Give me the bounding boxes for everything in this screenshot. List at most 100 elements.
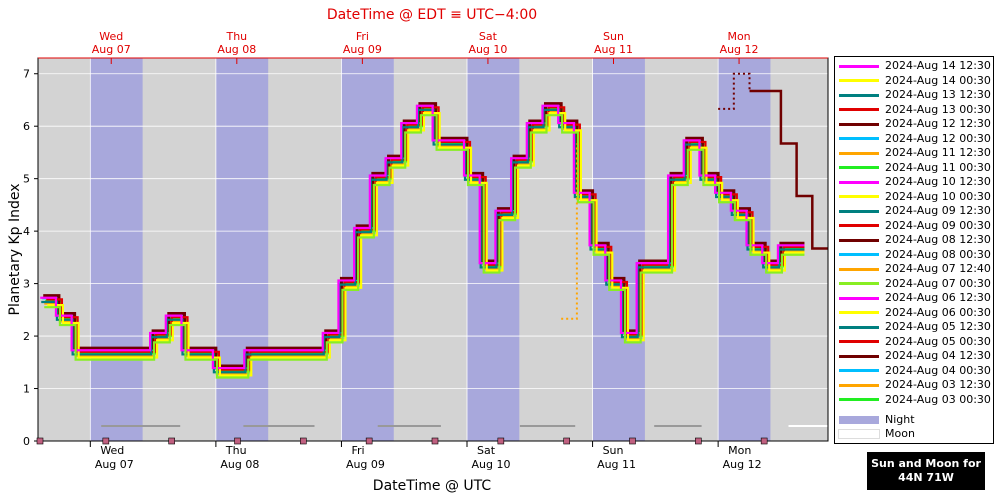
- legend-entry: 2024-Aug 09 00:30: [839, 219, 991, 233]
- legend-entry: 2024-Aug 12 12:30: [839, 117, 991, 131]
- y-tick-label: 0: [23, 435, 30, 448]
- top-day-name: Fri: [356, 30, 369, 43]
- bottom-marker: [365, 437, 373, 445]
- bottom-marker: [497, 437, 505, 445]
- legend-swatch: [839, 122, 879, 126]
- y-axis-title: Planetary Kp Index: [7, 183, 23, 315]
- legend-swatch: [839, 340, 879, 343]
- legend-entry: 2024-Aug 11 00:30: [839, 161, 991, 175]
- legend-swatch: [839, 195, 879, 198]
- legend-swatch: [839, 137, 879, 140]
- legend-swatch: [839, 416, 879, 424]
- legend-entry: 2024-Aug 13 00:30: [839, 103, 991, 117]
- legend-swatch: [839, 166, 879, 169]
- legend-label: 2024-Aug 07 00:30: [885, 276, 991, 290]
- bottom-marker: [629, 437, 636, 445]
- kp-series-line: [40, 104, 805, 370]
- legend-entry: 2024-Aug 05 12:30: [839, 320, 991, 334]
- top-day-name: Mon: [727, 30, 750, 43]
- legend-swatch: [839, 325, 879, 329]
- legend-swatch: [839, 180, 879, 184]
- legend-entry: 2024-Aug 03 12:30: [839, 378, 991, 392]
- legend-label: 2024-Aug 13 12:30: [885, 88, 991, 101]
- legend-label: 2024-Aug 08 12:30: [885, 233, 991, 246]
- legend-label: 2024-Aug 06 12:30: [885, 291, 991, 304]
- top-day-date: Aug 07: [92, 43, 131, 56]
- legend: 2024-Aug 14 12:30 2024-Aug 14 00:30 2024-A…: [834, 56, 994, 444]
- legend-entry: 2024-Aug 08 12:30: [839, 233, 991, 247]
- legend-entry: 2024-Aug 05 00:30: [839, 335, 991, 349]
- legend-label: 2024-Aug 14 00:30: [885, 73, 991, 87]
- legend-label: 2024-Aug 14 12:30: [885, 59, 991, 72]
- night-band-0: [90, 58, 143, 441]
- bottom-day-date: Aug 09: [346, 458, 385, 471]
- legend-entry: 2024-Aug 07 00:30: [839, 277, 991, 291]
- legend-label: 2024-Aug 12 12:30: [885, 117, 991, 130]
- bottom-day-date: Aug 10: [472, 458, 511, 471]
- legend-label: 2024-Aug 04 00:30: [885, 363, 991, 377]
- y-tick-label: 1: [23, 383, 30, 396]
- bottom-day-name: Fri: [351, 444, 364, 457]
- kp-series-line: [47, 111, 805, 377]
- legend-swatch: [839, 267, 879, 271]
- legend-label: 2024-Aug 03 12:30: [885, 378, 991, 391]
- legend-entry: 2024-Aug 12 00:30: [839, 132, 991, 146]
- legend-entry: 2024-Aug 08 00:30: [839, 248, 991, 262]
- legend-label: 2024-Aug 13 00:30: [885, 102, 991, 116]
- legend-entry: 2024-Aug 14 12:30: [839, 59, 991, 73]
- legend-label: 2024-Aug 05 00:30: [885, 334, 991, 348]
- legend-swatch: [839, 209, 879, 213]
- y-tick-label: 3: [23, 278, 30, 291]
- top-title: DateTime @ EDT ≡ UTC−4:00: [327, 7, 537, 23]
- legend-entry: 2024-Aug 10 00:30: [839, 190, 991, 204]
- bottom-day-date: Aug 12: [723, 458, 762, 471]
- y-tick-label: 2: [23, 330, 30, 343]
- bottom-day-name: Thu: [225, 444, 247, 457]
- legend-entry: 2024-Aug 06 12:30: [839, 291, 991, 305]
- bottom-day-date: Aug 11: [597, 458, 636, 471]
- legend-swatch: [839, 64, 879, 68]
- legend-entry-night: Night: [839, 413, 915, 427]
- bottom-title: DateTime @ UTC: [373, 478, 492, 494]
- legend-label: 2024-Aug 06 00:30: [885, 305, 991, 319]
- bottom-marker: [102, 437, 110, 445]
- legend-entry-moon: Moon: [838, 427, 915, 441]
- bottom-day-name: Sat: [477, 444, 496, 457]
- legend-label: 2024-Aug 11 00:30: [885, 160, 991, 174]
- top-day-date: Aug 12: [720, 43, 759, 56]
- bottom-day-name: Sun: [603, 444, 624, 457]
- legend-label: 2024-Aug 07 12:40: [885, 262, 991, 275]
- bottom-marker: [695, 437, 702, 445]
- bottom-marker: [168, 437, 175, 445]
- legend-label: 2024-Aug 03 00:30: [885, 392, 991, 406]
- legend-label: Night: [885, 413, 915, 426]
- kp-series-line: [44, 114, 805, 379]
- legend-swatch: [839, 369, 879, 372]
- legend-entry: 2024-Aug 13 12:30: [839, 88, 991, 102]
- y-tick-label: 4: [23, 225, 30, 238]
- location-note-text: Sun and Moon for 44N 71W: [871, 457, 981, 484]
- legend-label: 2024-Aug 09 00:30: [885, 218, 991, 232]
- bottom-day-date: Aug 08: [220, 458, 259, 471]
- legend-entry: 2024-Aug 10 12:30: [839, 175, 991, 189]
- legend-label: 2024-Aug 10 00:30: [885, 189, 991, 203]
- legend-entry: 2024-Aug 04 00:30: [839, 364, 991, 378]
- legend-swatch: [839, 108, 879, 111]
- legend-swatch: [838, 429, 880, 439]
- legend-swatch: [839, 238, 879, 242]
- legend-label: 2024-Aug 05 12:30: [885, 320, 991, 333]
- legend-swatch: [839, 282, 879, 285]
- top-day-date: Aug 11: [594, 43, 633, 56]
- legend-swatch: [839, 311, 879, 314]
- legend-entry: 2024-Aug 09 12:30: [839, 204, 991, 218]
- legend-swatch: [839, 151, 879, 155]
- kp-forecast-dotted: [561, 143, 578, 320]
- top-day-name: Sat: [479, 30, 498, 43]
- top-day-date: Aug 10: [468, 43, 507, 56]
- bottom-day-name: Wed: [100, 444, 124, 457]
- bottom-marker: [36, 437, 44, 445]
- y-tick-label: 5: [23, 173, 30, 186]
- legend-entry: 2024-Aug 03 00:30: [839, 393, 991, 407]
- kp-forecast-line: [749, 89, 828, 250]
